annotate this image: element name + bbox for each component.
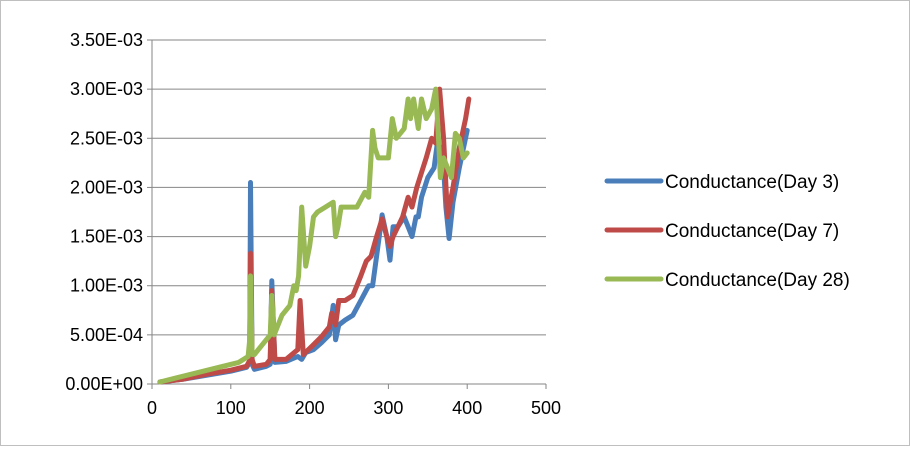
x-tick-label: 400 [452, 398, 482, 418]
legend-label-3: Conductance(Day 28) [665, 270, 850, 291]
x-tick-label: 100 [216, 398, 246, 418]
x-axis-tick-labels: 0 100 200 300 400 500 [147, 398, 561, 418]
y-tick-label: 1.00E-03 [70, 276, 143, 296]
y-axis-tick-labels: 0.00E+00 5.00E-04 1.00E-03 1.50E-03 2.00E-03… [65, 30, 143, 394]
series-line-2 [157, 86, 472, 385]
grid-lines [152, 39, 546, 336]
x-tick-label: 300 [373, 398, 403, 418]
y-tick-label: 3.00E-03 [70, 79, 143, 99]
y-tick-label: 3.50E-03 [70, 30, 143, 50]
y-tick-label: 2.00E-03 [70, 177, 143, 197]
axes [147, 39, 547, 389]
legend-label-1: Conductance(Day 3) [665, 172, 839, 193]
x-tick-label: 500 [531, 398, 561, 418]
x-tick-label: 200 [295, 398, 325, 418]
series-lines [157, 86, 472, 385]
y-tick-label: 2.50E-03 [70, 128, 143, 148]
x-tick-label: 0 [147, 398, 157, 418]
legend-label-2: Conductance(Day 7) [665, 221, 839, 242]
series-line-3 [157, 86, 470, 385]
y-tick-label: 1.50E-03 [70, 227, 143, 247]
series-line-1 [157, 127, 470, 385]
legend: Conductance(Day 3) Conductance(Day 7) Cond… [604, 172, 850, 291]
y-tick-label: 5.00E-04 [70, 325, 143, 345]
y-tick-label: 0.00E+00 [65, 374, 143, 394]
